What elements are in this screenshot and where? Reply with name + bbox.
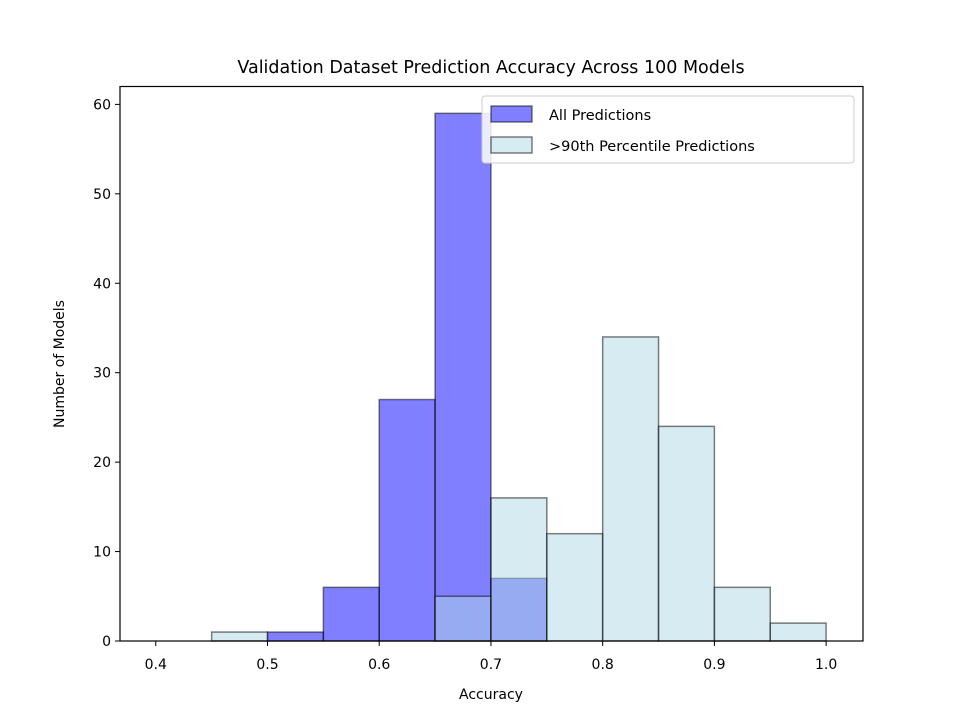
x-axis-ticks: 0.4 0.5 0.6 0.7 0.8 0.9 1.0 (145, 641, 837, 673)
histogram-bar-all-4 (378, 398, 436, 642)
x-tick-label: 0.7 (480, 657, 502, 673)
x-tick-label: 0.6 (368, 657, 390, 673)
legend-swatch-p90 (490, 136, 533, 154)
histogram-bar-p90-7 (546, 532, 604, 642)
y-axis-ticks: 0 10 20 30 40 50 60 (93, 97, 120, 650)
histogram-bar-p90-8 (601, 336, 660, 642)
y-tick-label: 60 (93, 97, 111, 113)
histogram-bar-all-3 (322, 586, 380, 642)
bars-layer (210, 112, 827, 642)
y-tick-label: 0 (102, 634, 111, 650)
x-tick-label: 1.0 (815, 657, 837, 673)
y-tick-label: 10 (93, 545, 111, 561)
x-tick-label: 0.8 (592, 657, 614, 673)
legend-label-p90: >90th Percentile Predictions (549, 139, 755, 155)
legend-box (481, 95, 855, 164)
y-tick-label: 20 (93, 455, 111, 471)
y-tick-label: 50 (93, 187, 111, 203)
legend: All Predictions >90th Percentile Predicti… (481, 95, 855, 164)
y-tick-label: 40 (93, 276, 111, 292)
histogram-bar-p90-1 (210, 631, 269, 642)
histogram-bar-all-5 (434, 112, 492, 642)
histogram-bar-p90-10 (713, 586, 772, 642)
histogram-bar-p90-9 (657, 425, 716, 642)
chart-title: Validation Dataset Prediction Accuracy A… (237, 58, 744, 78)
legend-label-all: All Predictions (549, 108, 651, 124)
x-tick-label: 0.5 (256, 657, 278, 673)
histogram-bar-p90-6 (490, 497, 548, 642)
y-axis-label: Number of Models (52, 300, 68, 428)
histogram-bar-all-2 (266, 631, 325, 642)
x-tick-label: 0.9 (703, 657, 725, 673)
histogram-bar-p90-5 (434, 595, 492, 642)
x-tick-label: 0.4 (145, 657, 167, 673)
y-tick-label: 30 (93, 366, 111, 382)
legend-swatch-all (490, 105, 533, 123)
x-axis-label: Accuracy (459, 687, 523, 703)
histogram-bar-p90-11 (769, 622, 827, 642)
plot-frame (119, 85, 864, 642)
